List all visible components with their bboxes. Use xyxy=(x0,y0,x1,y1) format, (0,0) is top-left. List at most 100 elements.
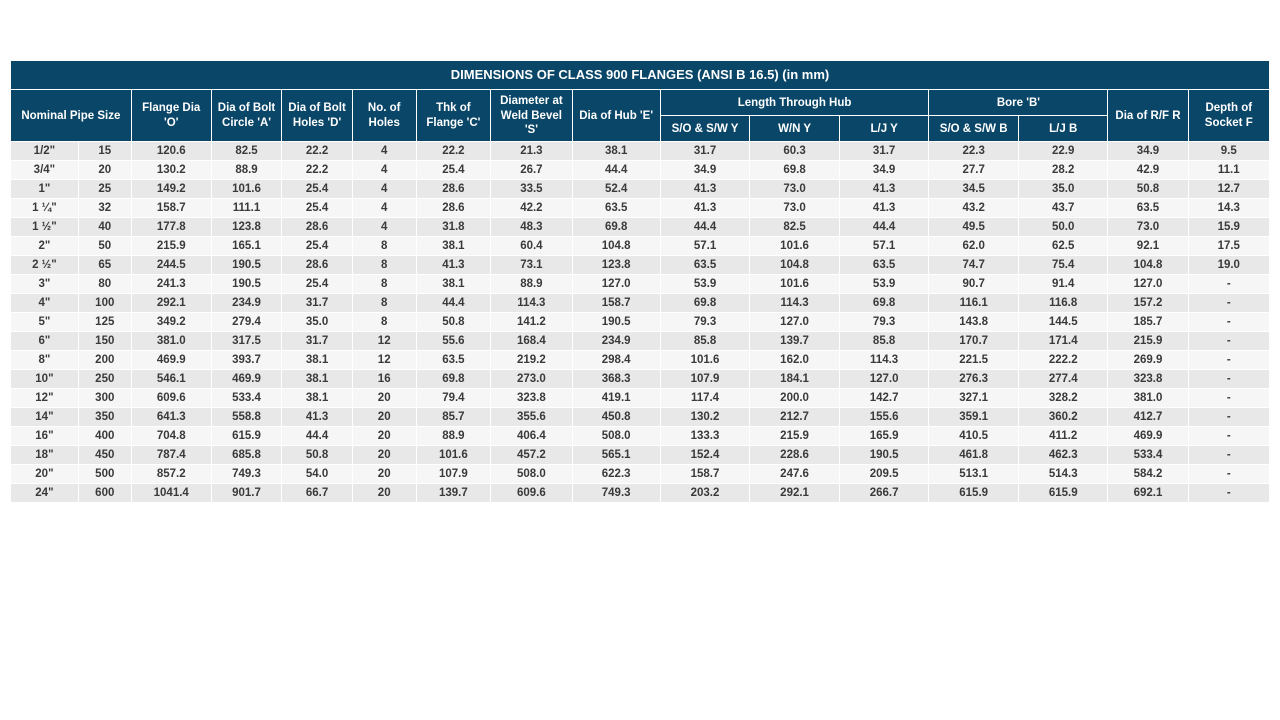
table-cell: 4 xyxy=(352,161,416,180)
table-row: 1"25149.2101.625.4428.633.552.441.373.04… xyxy=(11,180,1270,199)
table-cell: 22.3 xyxy=(929,142,1019,161)
table-cell: 127.0 xyxy=(839,370,929,389)
table-cell: 62.5 xyxy=(1018,237,1108,256)
table-cell: 75.4 xyxy=(1018,256,1108,275)
table-cell: 63.5 xyxy=(660,256,750,275)
table-cell: 104.8 xyxy=(750,256,840,275)
table-cell: 50 xyxy=(78,237,131,256)
table-cell: 41.3 xyxy=(416,256,491,275)
table-cell: 20 xyxy=(352,389,416,408)
table-cell: 114.3 xyxy=(750,294,840,313)
table-cell: 328.2 xyxy=(1018,389,1108,408)
table-cell: - xyxy=(1188,313,1269,332)
table-cell: 184.1 xyxy=(750,370,840,389)
table-cell: 38.1 xyxy=(416,237,491,256)
table-cell: 500 xyxy=(78,465,131,484)
table-cell: 609.6 xyxy=(491,484,572,503)
table-cell: 190.5 xyxy=(211,256,282,275)
table-cell: 44.4 xyxy=(282,427,353,446)
table-row: 6"150381.0317.531.71255.6168.4234.985.81… xyxy=(11,332,1270,351)
table-cell: 25 xyxy=(78,180,131,199)
table-cell: 4 xyxy=(352,218,416,237)
table-cell: 641.3 xyxy=(131,408,211,427)
hdr-wn-y: W/N Y xyxy=(750,116,840,142)
table-cell: 41.3 xyxy=(839,199,929,218)
table-cell: 171.4 xyxy=(1018,332,1108,351)
table-cell: 28.6 xyxy=(416,199,491,218)
table-cell: 8 xyxy=(352,237,416,256)
table-cell: 127.0 xyxy=(750,313,840,332)
table-row: 16"400704.8615.944.42088.9406.4508.0133.… xyxy=(11,427,1270,446)
table-cell: 34.9 xyxy=(839,161,929,180)
table-cell: 152.4 xyxy=(660,446,750,465)
table-cell: 273.0 xyxy=(491,370,572,389)
table-cell: 269.9 xyxy=(1108,351,1188,370)
table-cell: 4 xyxy=(352,199,416,218)
table-cell: 50.8 xyxy=(1108,180,1188,199)
table-cell: 360.2 xyxy=(1018,408,1108,427)
table-cell: 54.0 xyxy=(282,465,353,484)
table-cell: 215.9 xyxy=(1108,332,1188,351)
table-cell: 469.9 xyxy=(1108,427,1188,446)
table-cell: 600 xyxy=(78,484,131,503)
table-cell: 127.0 xyxy=(572,275,660,294)
table-cell: - xyxy=(1188,465,1269,484)
table-cell: 57.1 xyxy=(660,237,750,256)
table-cell: 101.6 xyxy=(750,237,840,256)
table-cell: 704.8 xyxy=(131,427,211,446)
table-row: 18"450787.4685.850.820101.6457.2565.1152… xyxy=(11,446,1270,465)
table-cell: 73.0 xyxy=(1108,218,1188,237)
table-cell: 92.1 xyxy=(1108,237,1188,256)
table-cell: 150 xyxy=(78,332,131,351)
table-cell: 533.4 xyxy=(211,389,282,408)
table-cell: 101.6 xyxy=(750,275,840,294)
table-cell: 104.8 xyxy=(1108,256,1188,275)
table-cell: 190.5 xyxy=(211,275,282,294)
table-cell: 323.8 xyxy=(1108,370,1188,389)
table-cell: 88.9 xyxy=(491,275,572,294)
table-row: 1/2"15120.682.522.2422.221.338.131.760.3… xyxy=(11,142,1270,161)
table-cell: 139.7 xyxy=(750,332,840,351)
table-cell: 63.5 xyxy=(839,256,929,275)
hdr-dia-hub-e: Dia of Hub 'E' xyxy=(572,90,660,142)
table-cell: 8 xyxy=(352,294,416,313)
table-cell: 34.5 xyxy=(929,180,1019,199)
table-cell: 158.7 xyxy=(131,199,211,218)
table-cell: 4 xyxy=(352,180,416,199)
table-cell: 185.7 xyxy=(1108,313,1188,332)
table-cell: 143.8 xyxy=(929,313,1019,332)
table-cell: 55.6 xyxy=(416,332,491,351)
table-cell: - xyxy=(1188,484,1269,503)
table-row: 8"200469.9393.738.11263.5219.2298.4101.6… xyxy=(11,351,1270,370)
table-cell: 120.6 xyxy=(131,142,211,161)
table-cell: 116.1 xyxy=(929,294,1019,313)
hdr-flange-o: Flange Dia 'O' xyxy=(131,90,211,142)
table-cell: 350 xyxy=(78,408,131,427)
table-cell: - xyxy=(1188,446,1269,465)
table-cell: 38.1 xyxy=(282,370,353,389)
table-cell: 60.4 xyxy=(491,237,572,256)
table-cell: 60.3 xyxy=(750,142,840,161)
table-cell: 622.3 xyxy=(572,465,660,484)
table-cell: 114.3 xyxy=(491,294,572,313)
table-cell: 85.8 xyxy=(660,332,750,351)
table-cell: 8 xyxy=(352,313,416,332)
table-cell: 158.7 xyxy=(660,465,750,484)
table-cell: 69.8 xyxy=(839,294,929,313)
table-cell: 31.7 xyxy=(282,294,353,313)
table-cell: 16" xyxy=(11,427,79,446)
table-cell: 34.9 xyxy=(660,161,750,180)
table-cell: 82.5 xyxy=(750,218,840,237)
table-cell: 44.4 xyxy=(572,161,660,180)
table-cell: 63.5 xyxy=(1108,199,1188,218)
table-cell: 12.7 xyxy=(1188,180,1269,199)
table-cell: 2 ½" xyxy=(11,256,79,275)
table-cell: 44.4 xyxy=(416,294,491,313)
table-cell: 565.1 xyxy=(572,446,660,465)
table-row: 1 ½"40177.8123.828.6431.848.369.844.482.… xyxy=(11,218,1270,237)
table-row: 3/4"20130.288.922.2425.426.744.434.969.8… xyxy=(11,161,1270,180)
table-cell: 450 xyxy=(78,446,131,465)
table-row: 5"125349.2279.435.0850.8141.2190.579.312… xyxy=(11,313,1270,332)
table-header: DIMENSIONS OF CLASS 900 FLANGES (ANSI B … xyxy=(11,61,1270,142)
table-cell: 90.7 xyxy=(929,275,1019,294)
